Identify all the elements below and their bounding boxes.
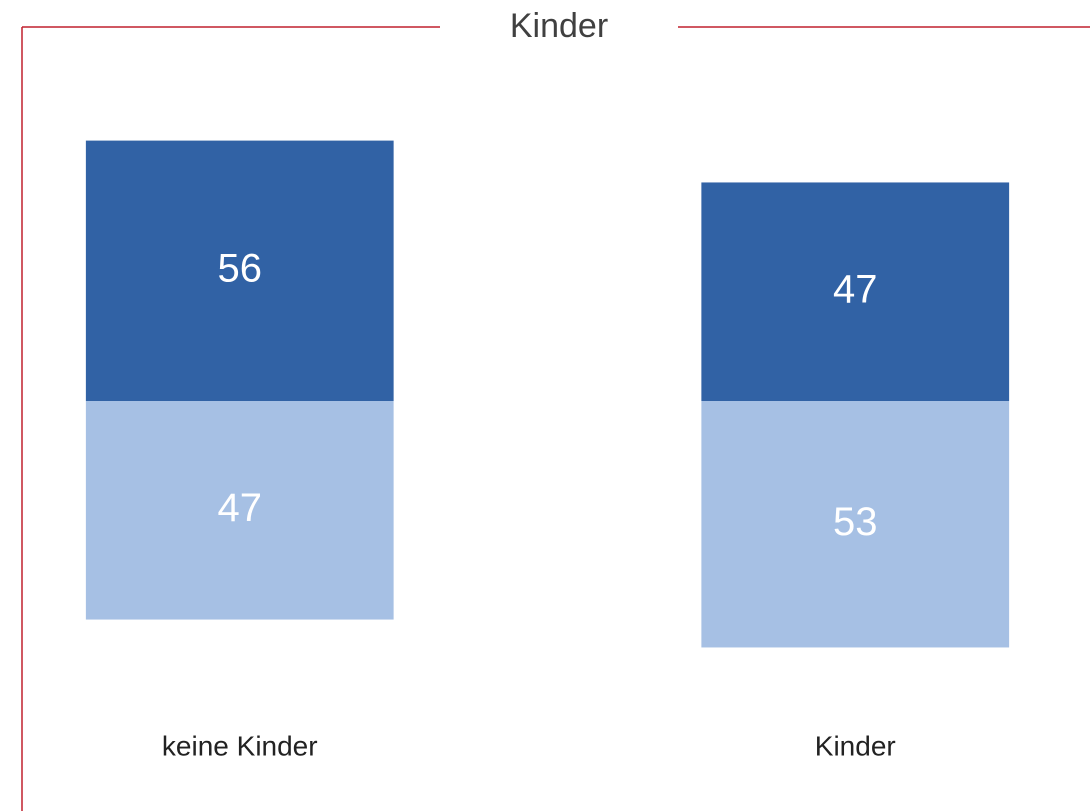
value-label: 56 [218, 246, 263, 290]
value-label: 47 [218, 486, 263, 530]
x-tick-label: Kinder [815, 730, 896, 761]
x-tick-label: keine Kinder [162, 730, 318, 761]
chart-title: Kinder [510, 7, 608, 45]
value-label: 53 [833, 500, 878, 544]
bar-segment [701, 182, 1010, 401]
bar-segment [85, 401, 394, 620]
bar-segment [701, 401, 1010, 648]
value-label: 47 [833, 267, 878, 311]
bar-segment [85, 140, 394, 401]
